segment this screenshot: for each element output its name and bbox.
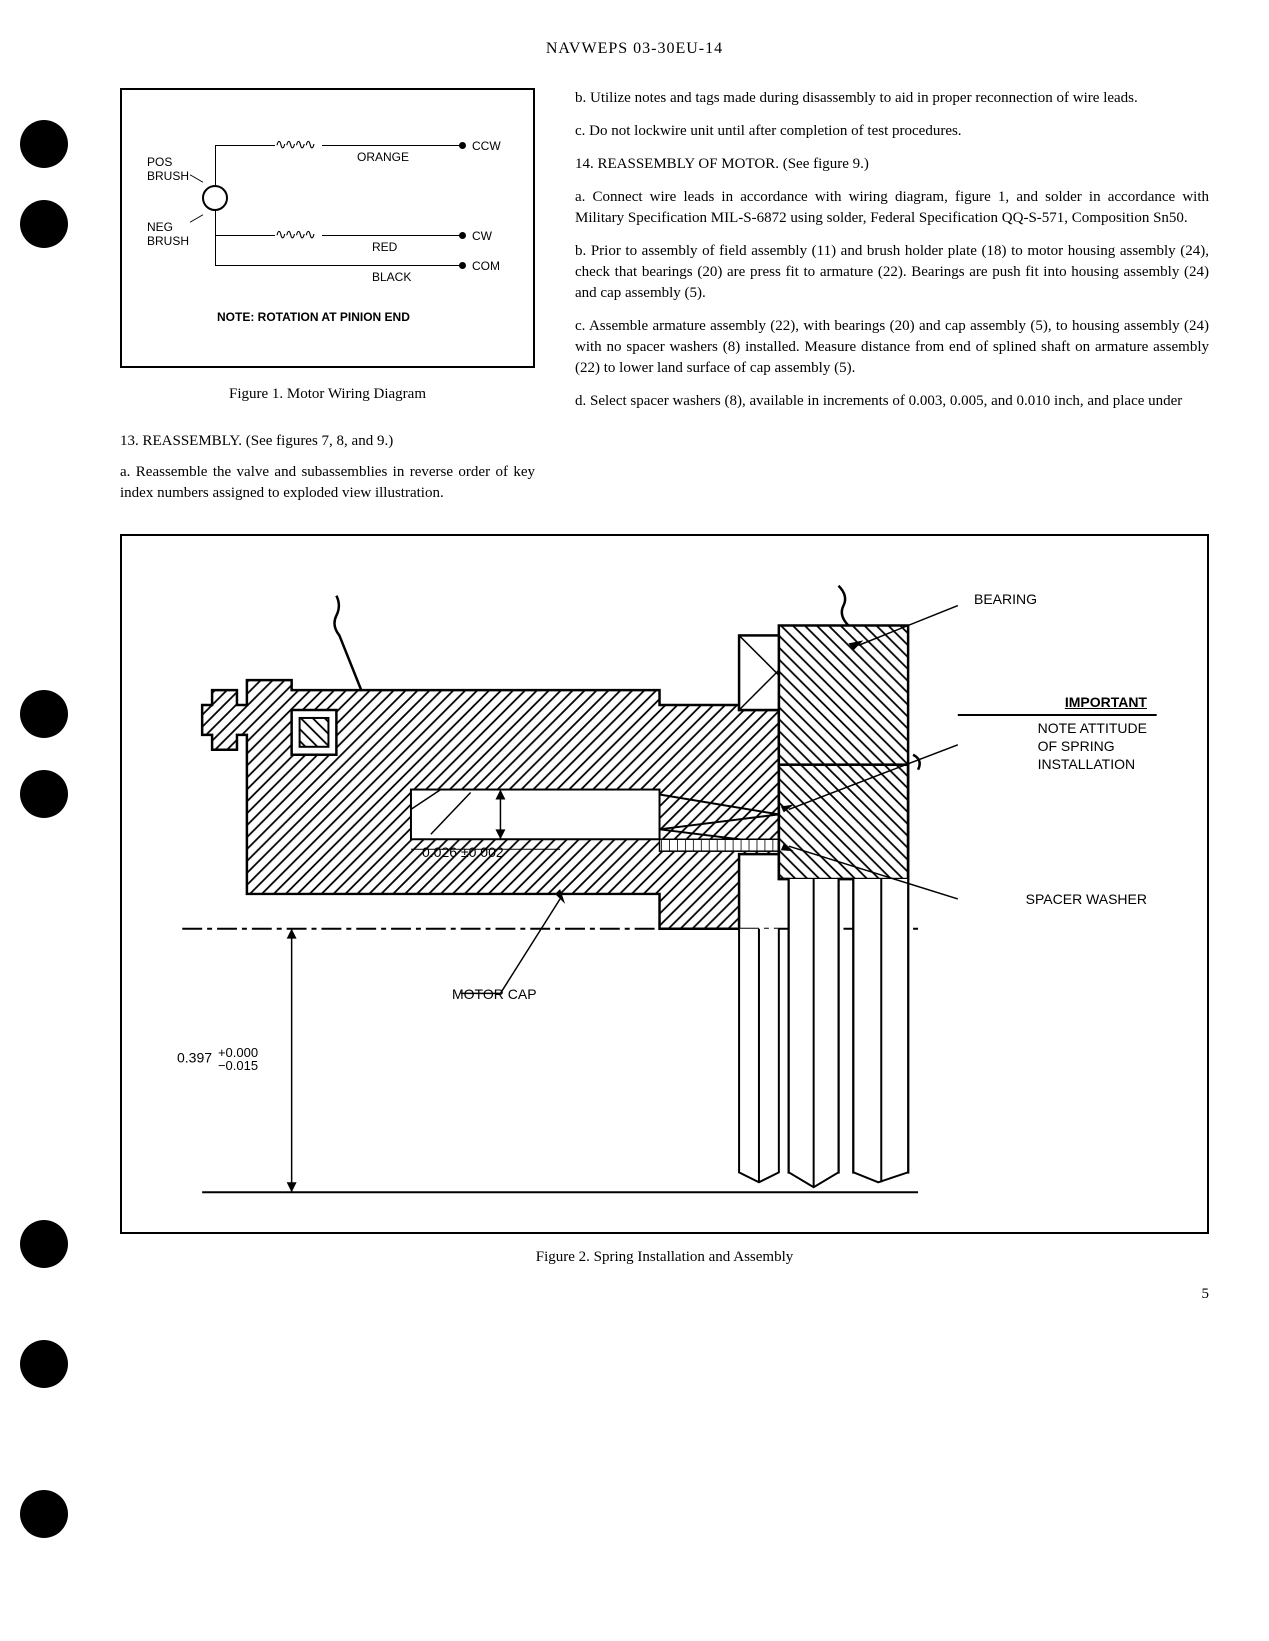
figure1-wiring-diagram: POS BRUSH NEG BRUSH ∿∿∿∿ CCW ORANGE ∿∿∿∿ — [120, 88, 535, 368]
ccw-label: CCW — [472, 139, 501, 153]
para-14b: b. Prior to assembly of field assembly (… — [575, 241, 1209, 304]
cross-section-svg — [122, 536, 1207, 1232]
important-label: IMPORTANT — [1065, 694, 1147, 710]
section13-para-a: a. Reassemble the valve and subassemblie… — [120, 462, 535, 504]
note-attitude-label: NOTE ATTITUDE OF SPRING INSTALLATION — [1038, 719, 1147, 774]
motor-cap-label: MOTOR CAP — [452, 986, 537, 1002]
pos-brush-label: POS BRUSH — [147, 155, 189, 183]
orange-label: ORANGE — [357, 150, 409, 164]
dim2-main: 0.397 — [177, 1050, 212, 1066]
para-c: c. Do not lockwire unit until after comp… — [575, 121, 1209, 142]
para-14c: c. Assemble armature assembly (22), with… — [575, 316, 1209, 379]
page-header: NAVWEPS 03-30EU-14 — [60, 40, 1209, 58]
rotation-note: NOTE: ROTATION AT PINION END — [217, 310, 410, 324]
dim1-label: 0.026 ±0.002 — [422, 844, 504, 860]
section14-heading: 14. REASSEMBLY OF MOTOR. (See figure 9.) — [575, 154, 1209, 175]
page-number: 5 — [120, 1286, 1209, 1303]
figure1-caption: Figure 1. Motor Wiring Diagram — [120, 386, 535, 403]
spacer-washer-label: SPACER WASHER — [1026, 891, 1147, 907]
para-b: b. Utilize notes and tags made during di… — [575, 88, 1209, 109]
red-label: RED — [372, 240, 397, 254]
para-14d: d. Select spacer washers (8), available … — [575, 391, 1209, 412]
figure2-cross-section: BEARING IMPORTANT NOTE ATTITUDE OF SPRIN… — [120, 534, 1209, 1234]
bearing-label: BEARING — [974, 591, 1037, 607]
cw-label: CW — [472, 229, 492, 243]
figure2-caption: Figure 2. Spring Installation and Assemb… — [120, 1249, 1209, 1266]
black-label: BLACK — [372, 270, 411, 284]
neg-brush-label: NEG BRUSH — [147, 220, 189, 248]
section13-heading: 13. REASSEMBLY. (See figures 7, 8, and 9… — [120, 433, 535, 450]
para-14a: a. Connect wire leads in accordance with… — [575, 187, 1209, 229]
com-label: COM — [472, 259, 500, 273]
dim2-tol-bottom: −0.015 — [218, 1059, 258, 1072]
